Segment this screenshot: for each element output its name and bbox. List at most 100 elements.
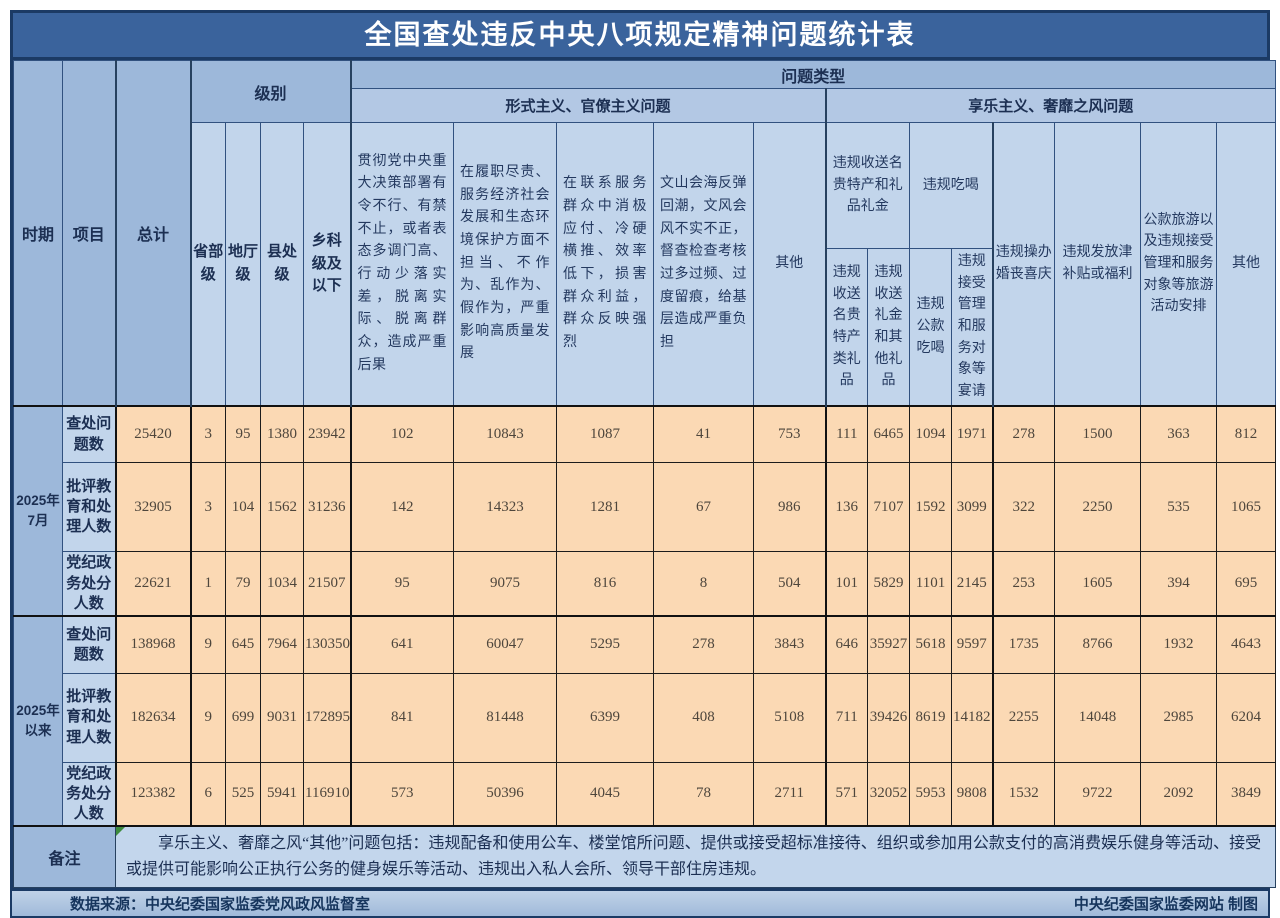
data-cell: 9808 [951, 761, 994, 827]
note-text: 享乐主义、奢靡之风“其他”问题包括：违规配备和使用公车、楼堂馆所问题、提供或接受… [126, 835, 1262, 878]
data-cell: 641 [349, 615, 455, 674]
data-cell: 60047 [453, 615, 558, 674]
data-cell: 50396 [453, 761, 558, 827]
data-cell: 7107 [867, 462, 911, 553]
data-cell: 699 [225, 672, 261, 763]
data-cell: 3 [189, 462, 226, 553]
data-cell: 2255 [991, 672, 1056, 763]
data-cell: 1932 [1140, 615, 1218, 674]
data-cell: 9 [189, 615, 226, 674]
header-hedonism-group: 享乐主义、奢靡之风问题 [824, 88, 1277, 123]
header-formalism-col-3: 在联系服务群众中消极应付、冷硬横推、效率低下，损害群众利益，群众反映强烈 [556, 121, 655, 407]
data-cell: 1034 [260, 551, 304, 617]
data-cell: 14323 [453, 462, 558, 553]
data-cell: 79 [225, 551, 261, 617]
data-cell: 5618 [909, 615, 953, 674]
header-hedonism-col-weddings: 违规操办婚丧喜庆 [991, 121, 1056, 407]
row-label-cell: 查处问题数 [62, 615, 116, 674]
data-cell: 104 [225, 462, 261, 553]
note-row: 备注 享乐主义、奢靡之风“其他”问题包括：违规配备和使用公车、楼堂馆所问题、提供… [13, 825, 1277, 888]
data-cell: 695 [1216, 551, 1277, 617]
table-row: 党纪政务处分人数 123382 6 525 5941 116910 573 50… [14, 761, 1277, 827]
row-label-cell: 查处问题数 [62, 404, 116, 464]
data-cell: 753 [753, 404, 827, 464]
data-cell: 6 [189, 761, 226, 827]
table-row: 党纪政务处分人数 22621 1 79 1034 21507 95 9075 8… [14, 551, 1277, 617]
row-label-cell: 党纪政务处分人数 [62, 551, 116, 617]
data-cell: 6204 [1216, 672, 1277, 763]
header-level-county: 县处级 [260, 121, 304, 407]
data-cell: 525 [225, 761, 261, 827]
header-item: 项目 [62, 59, 116, 407]
data-cell: 32052 [867, 761, 911, 827]
credit: 中央纪委国家监委网站 制图 [1073, 895, 1258, 913]
data-cell: 3 [189, 404, 226, 464]
data-cell: 394 [1140, 551, 1218, 617]
data-cell: 9597 [951, 615, 994, 674]
data-cell: 22621 [114, 551, 191, 617]
data-cell: 253 [991, 551, 1056, 617]
data-cell: 1971 [951, 404, 994, 464]
data-cell: 322 [991, 462, 1056, 553]
data-cell: 408 [653, 672, 755, 763]
header-hedonism-col-travel: 公款旅游以及违规接受管理和服务对象等旅游活动安排 [1140, 121, 1218, 407]
header-level-group: 级别 [189, 60, 352, 123]
data-cell: 8 [653, 551, 755, 617]
data-cell: 95 [225, 404, 261, 464]
data-cell: 535 [1140, 462, 1218, 553]
data-cell: 816 [556, 551, 655, 617]
data-cell: 9 [189, 672, 226, 763]
header-gifts-group: 违规收送名贵特产和礼品礼金 [824, 122, 911, 249]
data-source: 数据来源：中央纪委国家监委党风政风监督室 [70, 895, 371, 913]
header-total: 总计 [114, 59, 191, 407]
header-formalism-col-1: 贯彻党中央重大决策部署有令不行、有禁不止，或者表态多调门高、行动少落实差，脱离实… [349, 121, 455, 407]
data-cell: 14182 [951, 672, 994, 763]
data-cell: 6465 [867, 404, 911, 464]
data-cell: 4045 [556, 761, 655, 827]
header-period: 时期 [13, 59, 63, 407]
data-cell: 67 [653, 462, 755, 553]
header-formalism-col-2: 在履职尽责、服务经济社会发展和生态环境保护方面不担当、不作为、乱作为、假作为，严… [453, 121, 558, 407]
data-cell: 841 [349, 672, 455, 763]
header-gift-sub-2: 违规收送礼金和其他礼品 [867, 247, 911, 407]
data-cell: 1281 [556, 462, 655, 553]
data-cell: 1735 [991, 615, 1056, 674]
table-row: 批评教育和处理人数 32905 3 104 1562 31236 142 143… [14, 462, 1277, 553]
data-cell: 39426 [867, 672, 911, 763]
data-cell: 172895 [302, 672, 352, 763]
header-dining-sub-1: 违规公款吃喝 [909, 247, 953, 407]
data-cell: 138968 [114, 615, 191, 674]
data-cell: 646 [824, 615, 869, 674]
data-cell: 1562 [260, 462, 304, 553]
header-dining-sub-2: 违规接受管理和服务对象等宴请 [951, 247, 994, 407]
data-cell: 278 [653, 615, 755, 674]
data-cell: 1500 [1054, 404, 1142, 464]
data-cell: 101 [824, 551, 869, 617]
data-cell: 1532 [991, 761, 1056, 827]
data-cell: 23942 [302, 404, 352, 464]
header-dining-group: 违规吃喝 [909, 122, 994, 249]
header-gift-sub-1: 违规收送名贵特产类礼品 [824, 247, 869, 407]
data-cell: 102 [349, 404, 455, 464]
data-cell: 2092 [1140, 761, 1218, 827]
table-row: 2025年7月 查处问题数 25420 3 95 1380 23942 102 … [13, 404, 1277, 617]
data-cell: 9031 [260, 672, 304, 763]
footer-bar: 数据来源：中央纪委国家监委党风政风监督室 中央纪委国家监委网站 制图 [10, 890, 1270, 918]
data-cell: 571 [824, 761, 869, 827]
header-hedonism-other: 其他 [1216, 121, 1277, 407]
data-cell: 111 [824, 404, 869, 464]
table-frame: 全国查处违反中央八项规定精神问题统计表 时期 项目 总计 级别 问题类型 形式主… [10, 10, 1277, 891]
data-cell: 1380 [260, 404, 304, 464]
data-cell: 1065 [1216, 462, 1277, 553]
data-cell: 1094 [909, 404, 953, 464]
data-cell: 6399 [556, 672, 655, 763]
data-cell: 14048 [1054, 672, 1142, 763]
data-cell: 31236 [302, 462, 352, 553]
data-cell: 363 [1140, 404, 1218, 464]
data-cell: 5941 [260, 761, 304, 827]
data-cell: 41 [653, 404, 755, 464]
data-cell: 5953 [909, 761, 953, 827]
data-cell: 5829 [867, 551, 911, 617]
data-cell: 3843 [753, 615, 827, 674]
